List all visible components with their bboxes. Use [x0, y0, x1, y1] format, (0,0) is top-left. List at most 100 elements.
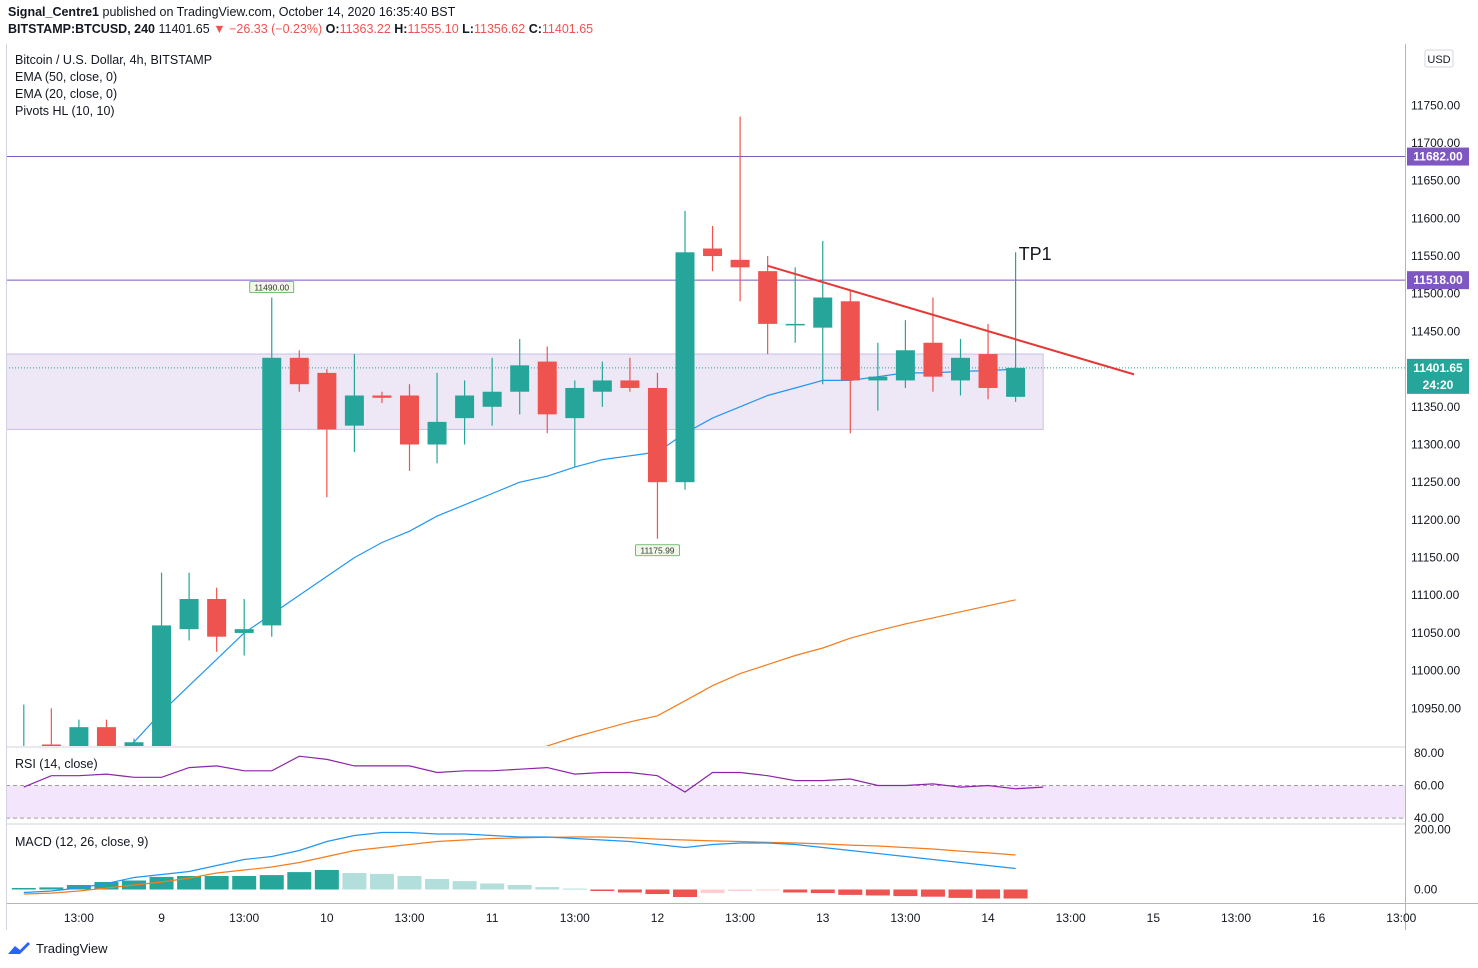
legend-ema50[interactable]: EMA (50, close, 0) [15, 70, 118, 84]
time-tick: 12 [651, 911, 665, 925]
pivot-label: 11490.00 [254, 283, 289, 293]
price-tick: 11500.00 [1411, 287, 1460, 301]
time-tick: 13:00 [229, 911, 259, 925]
macd-histogram-bar [700, 889, 725, 894]
candle-body [179, 599, 199, 630]
macd-histogram-bar [535, 887, 560, 890]
candle-body [923, 342, 943, 377]
time-tick: 13:00 [394, 911, 424, 925]
candle-body [207, 599, 227, 637]
candle-body [124, 742, 144, 746]
time-tick: 13:00 [1386, 911, 1416, 925]
price-tick: 10950.00 [1411, 701, 1461, 715]
macd-histogram-bar [232, 876, 257, 890]
candle-body [482, 391, 502, 407]
candle-body [427, 421, 447, 445]
candle-body [565, 387, 585, 419]
price-tick: 11050.00 [1411, 626, 1460, 640]
time-tick: 13:00 [725, 911, 755, 925]
time-tick: 11 [486, 911, 499, 925]
legend-rsi[interactable]: RSI (14, close) [15, 757, 98, 771]
candle-body [537, 361, 557, 415]
rsi-tick: 60.00 [1414, 779, 1444, 793]
candle-body [813, 297, 833, 328]
macd-histogram-bar [39, 887, 64, 890]
publish-info: Signal_Centre1 published on TradingView.… [8, 5, 455, 19]
tradingview-cloud-icon [8, 942, 30, 954]
macd-histogram-bar [893, 889, 918, 897]
macd-histogram-bar [259, 875, 284, 890]
price-tick: 11150.00 [1411, 551, 1460, 565]
main-pane [6, 116, 1405, 754]
macd-histogram-bar [369, 873, 394, 890]
rsi-band [6, 785, 1405, 819]
candle-body [951, 357, 970, 381]
macd-histogram-bar [480, 883, 505, 890]
time-tick: 13:00 [1056, 911, 1086, 925]
tradingview-logo[interactable]: TradingView [6, 940, 108, 956]
open-value: 11363.22 [339, 22, 391, 36]
ema20-line [125, 368, 1016, 746]
macd-histogram-bar [342, 873, 367, 890]
legend-macd[interactable]: MACD (12, 26, close, 9) [15, 835, 149, 849]
open-key: O: [325, 22, 340, 36]
time-tick: 13 [816, 911, 830, 925]
candle-body [289, 357, 309, 385]
macd-histogram-bar [728, 889, 753, 891]
low-key: L: [462, 22, 474, 36]
pivot-label-box [635, 544, 680, 557]
pivot-label-box [249, 281, 295, 293]
macd-signal-line [23, 836, 1016, 895]
candle-body [592, 380, 612, 392]
candle-body [675, 252, 695, 483]
low-value: 11356.62 [473, 22, 526, 36]
macd-histogram-bar [590, 889, 615, 891]
macd-histogram-bar [948, 889, 973, 898]
tradingview-brand: TradingView [36, 940, 108, 956]
time-tick: 13:00 [890, 911, 920, 925]
close-value: 11401.65 [541, 22, 594, 36]
candle-body [895, 350, 915, 381]
legend-pivots[interactable]: Pivots HL (10, 10) [15, 104, 115, 118]
close-key: C: [528, 22, 542, 36]
tp1-annotation: TP1 [1019, 244, 1052, 264]
macd-histogram-bar [507, 885, 532, 890]
rsi-pane [6, 755, 1405, 819]
candle-body [978, 354, 998, 388]
macd-histogram-bar [397, 876, 422, 890]
price-tick: 11200.00 [1411, 513, 1460, 527]
macd-line [23, 831, 1016, 894]
price-tick: 11100.00 [1411, 588, 1460, 602]
price-tick: 11600.00 [1411, 211, 1460, 225]
price-tick: 11700.00 [1411, 136, 1460, 150]
macd-histogram-bar [673, 889, 697, 897]
level-price-label: 11682.00 [1413, 150, 1463, 164]
candle-body [1006, 367, 1026, 397]
rsi-line [23, 755, 1044, 793]
macd-histogram-bar [838, 889, 863, 895]
candle-body [14, 750, 33, 754]
macd-histogram-bar [287, 872, 312, 890]
currency-label: USD [1427, 54, 1450, 66]
legend-ema20[interactable]: EMA (20, close, 0) [15, 87, 118, 101]
macd-pane [11, 831, 1028, 899]
trendline [767, 264, 1135, 376]
macd-histogram-bar [783, 889, 808, 893]
change-label: −26.33 (−0.23%) [229, 22, 323, 36]
candle-body [152, 625, 172, 746]
macd-histogram-bar [314, 870, 339, 890]
candle-body [785, 323, 805, 326]
rsi-tick: 80.00 [1414, 746, 1444, 760]
macd-histogram-bar [976, 889, 1001, 899]
rsi-tick: 40.00 [1414, 811, 1444, 825]
macd-histogram-bar [810, 889, 835, 894]
candle-body [317, 372, 337, 430]
candle-body [372, 395, 392, 398]
candle-body [647, 387, 667, 483]
chart-title: Bitcoin / U.S. Dollar, 4h, BITSTAMP [15, 53, 213, 67]
candle-body [758, 271, 778, 324]
price-tick: 11250.00 [1411, 475, 1460, 489]
candle-body [41, 744, 61, 746]
candle-body [703, 248, 723, 257]
